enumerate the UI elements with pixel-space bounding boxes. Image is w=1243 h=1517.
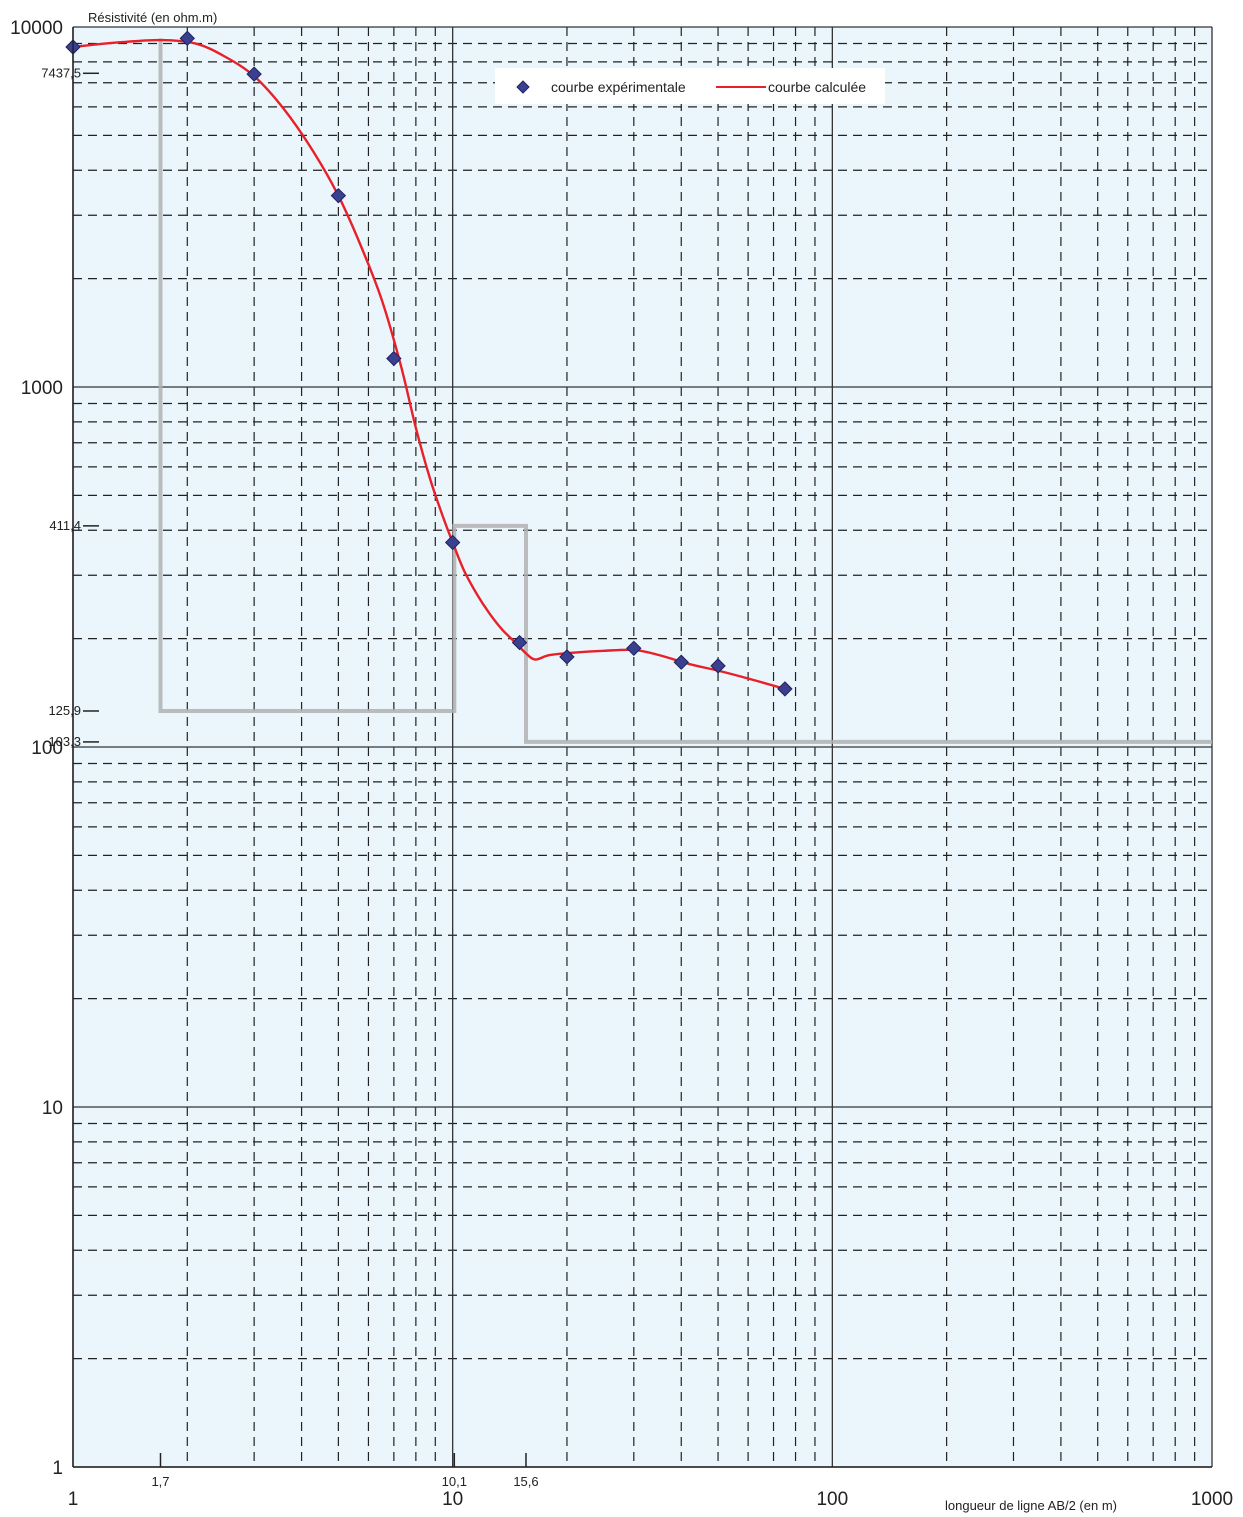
experimental-point — [246, 66, 262, 82]
model-layer-boxes — [158, 38, 1212, 744]
y-marker-label: 7437,5 — [41, 65, 81, 80]
y-marker-label: 411,4 — [49, 518, 81, 533]
x-tick-label: 10 — [442, 1489, 463, 1510]
model-layer-step-line — [158, 38, 1212, 744]
legend-label-experimental: courbe expérimentale — [551, 79, 686, 95]
x-tick-label: 1000 — [1191, 1489, 1233, 1510]
x-marker-label: 10,1 — [442, 1474, 467, 1489]
x-tick-label: 100 — [816, 1489, 848, 1510]
y-tick-label: 100 — [31, 738, 63, 759]
experimental-point — [330, 187, 347, 204]
experimental-point — [559, 649, 575, 665]
series — [65, 30, 793, 697]
experimental-point — [179, 30, 195, 47]
y-tick-label: 1 — [52, 1458, 63, 1479]
x-axis-title: longueur de ligne AB/2 (en m) — [945, 1498, 1117, 1513]
legend: courbe expérimentale courbe calculée — [495, 68, 885, 104]
experimental-point — [777, 681, 793, 697]
experimental-point — [511, 634, 528, 651]
y-axis-title: Résistivité (en ohm.m) — [88, 10, 217, 25]
experimental-point — [386, 350, 402, 367]
y-tick-label: 1000 — [21, 378, 63, 399]
legend-marker-experimental — [516, 80, 530, 94]
experimental-point — [444, 534, 461, 551]
experimental-point — [626, 640, 642, 657]
axes: 1 10 100 1000 1,7 10,1 15,6 1 10 100 1000 10000 7437… — [10, 18, 1233, 1510]
experimental-point — [710, 658, 726, 674]
y-tick-label: 10000 — [10, 18, 63, 39]
legend-box — [495, 68, 885, 104]
y-tick-label: 10 — [42, 1098, 63, 1119]
y-marker-label: 125,9 — [48, 703, 81, 718]
y-marker-label: 103,3 — [48, 734, 81, 749]
experimental-point — [673, 654, 689, 670]
x-marker-label: 1,7 — [151, 1474, 169, 1489]
x-marker-label: 15,6 — [513, 1474, 538, 1489]
x-tick-label: 1 — [68, 1489, 79, 1510]
legend-label-calculated: courbe calculée — [768, 79, 866, 95]
